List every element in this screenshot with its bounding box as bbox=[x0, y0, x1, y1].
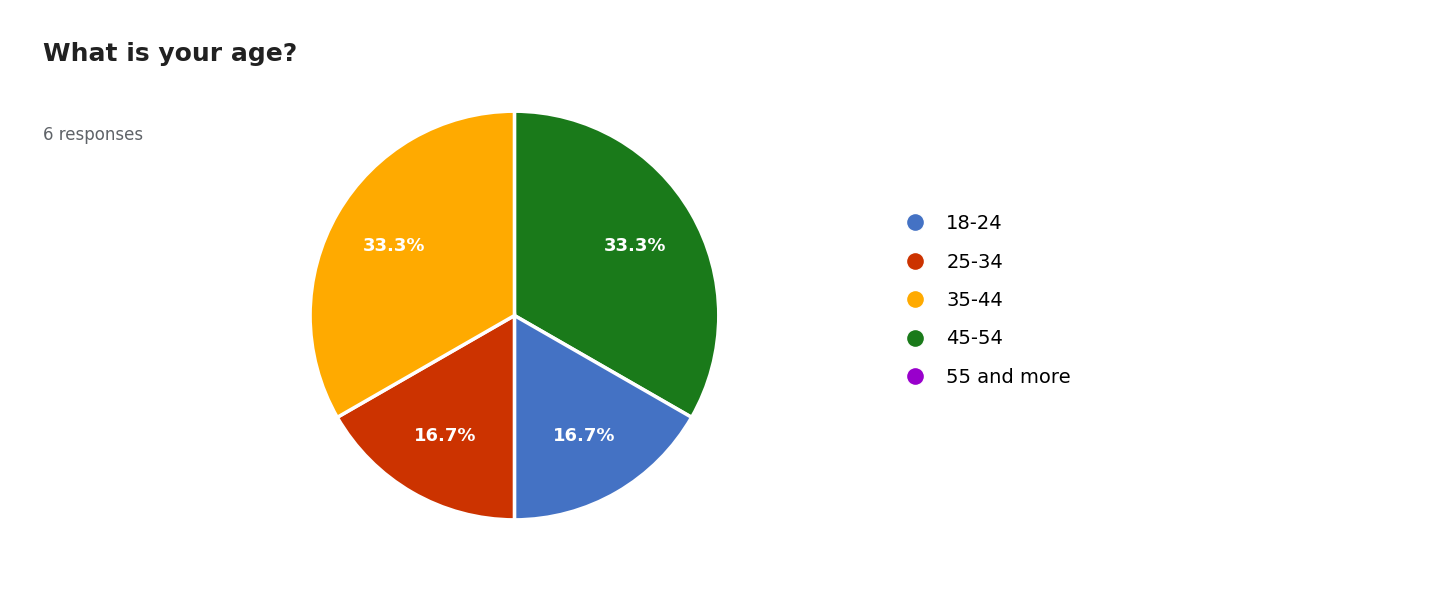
Wedge shape bbox=[514, 111, 719, 417]
Text: 33.3%: 33.3% bbox=[603, 237, 666, 255]
Legend: 18-24, 25-34, 35-44, 45-54, 55 and more: 18-24, 25-34, 35-44, 45-54, 55 and more bbox=[896, 214, 1070, 387]
Wedge shape bbox=[310, 111, 514, 417]
Text: What is your age?: What is your age? bbox=[43, 42, 297, 66]
Text: 33.3%: 33.3% bbox=[363, 237, 426, 255]
Text: 16.7%: 16.7% bbox=[553, 427, 616, 445]
Text: 16.7%: 16.7% bbox=[413, 427, 476, 445]
Wedge shape bbox=[337, 316, 514, 520]
Wedge shape bbox=[514, 316, 692, 520]
Text: 6 responses: 6 responses bbox=[43, 126, 143, 144]
